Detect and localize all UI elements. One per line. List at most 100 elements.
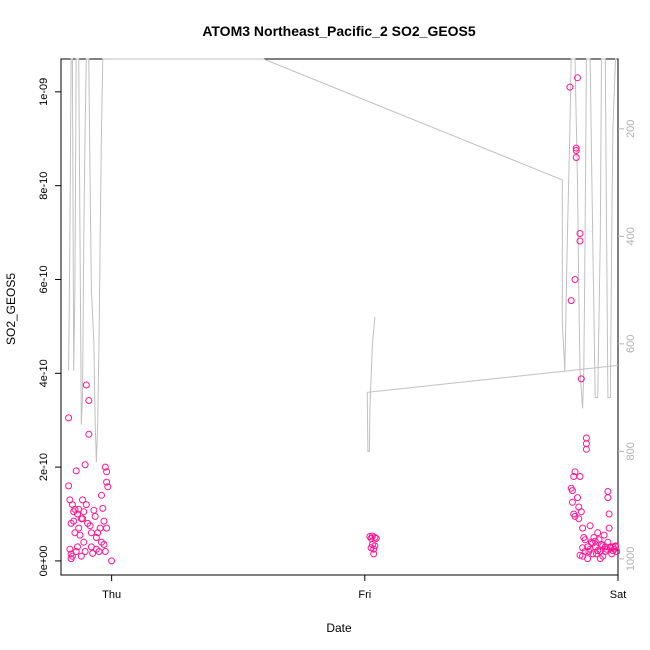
- y-tick-label: 6e-10: [38, 265, 50, 293]
- data-point: [591, 537, 599, 545]
- data-point: [103, 524, 111, 532]
- data-point: [72, 467, 80, 475]
- data-point: [371, 542, 379, 550]
- data-point: [80, 538, 88, 546]
- data-point: [604, 538, 612, 546]
- data-point: [366, 533, 374, 540]
- y-axis-label: SO2_GEOS5: [4, 273, 18, 345]
- data-point: [586, 522, 594, 530]
- data-point: [66, 545, 74, 553]
- data-point: [567, 297, 575, 305]
- pressure-line: [68, 58, 107, 463]
- data-point: [108, 557, 116, 565]
- data-point: [584, 555, 592, 563]
- pressure-line-layer: [68, 58, 619, 463]
- data-point: [612, 542, 619, 550]
- data-point: [90, 506, 98, 514]
- data-point: [604, 488, 612, 495]
- x-tick-label: Sat: [610, 589, 627, 601]
- y2-tick-label: 1000: [625, 547, 637, 571]
- chart-title: ATOM3 Northeast_Pacific_2 SO2_GEOS5: [202, 23, 476, 39]
- data-point: [582, 434, 590, 442]
- data-point: [574, 74, 581, 82]
- data-point: [82, 501, 90, 509]
- data-point: [98, 491, 105, 499]
- data-point: [594, 547, 602, 555]
- data-point: [572, 147, 580, 154]
- data-point: [605, 510, 613, 518]
- data-point: [579, 544, 587, 552]
- data-point: [576, 473, 584, 480]
- data-point: [599, 542, 607, 550]
- data-point: [586, 545, 594, 553]
- y-axis-left: 0e+00 2e-10 4e-10 6e-10 8e-10 1e-09: [38, 78, 61, 576]
- data-point: [89, 549, 97, 557]
- data-point: [76, 531, 84, 539]
- data-point: [575, 503, 583, 511]
- data-point: [596, 555, 604, 563]
- y2-tick-label: 400: [625, 227, 637, 245]
- data-point: [99, 504, 107, 512]
- data-point: [371, 534, 379, 541]
- data-point: [577, 375, 585, 383]
- y-axis-right: 200 400 600 800 1000: [618, 120, 637, 571]
- pressure-line: [366, 316, 376, 452]
- x-tick-label: Fri: [358, 589, 371, 601]
- data-point: [605, 524, 613, 532]
- data-point: [79, 515, 86, 523]
- data-point: [367, 544, 375, 552]
- data-point: [85, 397, 93, 404]
- data-point: [77, 552, 85, 560]
- data-point: [81, 461, 89, 469]
- data-point: [604, 494, 612, 502]
- data-point: [372, 534, 380, 542]
- data-point: [101, 548, 109, 555]
- pressure-line: [106, 58, 617, 409]
- data-point: [568, 487, 576, 495]
- data-point: [571, 276, 579, 283]
- data-point: [581, 536, 589, 544]
- data-point: [85, 430, 93, 438]
- data-point: [574, 494, 581, 502]
- x-axis-label: Date: [326, 621, 352, 635]
- data-point: [104, 483, 112, 491]
- data-point: [566, 83, 574, 91]
- y-tick-label: 1e-09: [38, 78, 50, 106]
- data-point: [593, 550, 600, 558]
- data-point: [96, 524, 104, 532]
- data-point: [568, 498, 576, 506]
- y-tick-label: 2e-10: [38, 453, 50, 481]
- data-point: [65, 414, 73, 422]
- data-point: [74, 543, 81, 551]
- pressure-line: [366, 364, 619, 398]
- data-point: [67, 555, 75, 563]
- plot-area-frame: [60, 58, 619, 576]
- data-point: [571, 468, 579, 476]
- data-point: [579, 524, 587, 532]
- data-point: [81, 548, 89, 555]
- data-point: [71, 505, 79, 513]
- data-point: [600, 531, 608, 539]
- data-point: [576, 230, 584, 237]
- data-points-layer: [65, 74, 621, 565]
- data-point: [65, 482, 73, 490]
- data-point: [70, 517, 78, 525]
- data-point: [87, 529, 95, 537]
- y-tick-label: 4e-10: [38, 359, 50, 387]
- data-point: [101, 463, 109, 471]
- data-point: [103, 478, 111, 486]
- y2-tick-label: 200: [625, 120, 637, 138]
- data-point: [100, 541, 108, 548]
- data-point: [575, 515, 583, 523]
- data-point: [572, 144, 580, 152]
- data-point: [571, 512, 579, 520]
- x-tick-label: Thu: [102, 589, 121, 601]
- data-point: [576, 237, 584, 245]
- data-point: [82, 381, 90, 389]
- data-point: [80, 508, 88, 516]
- data-point: [582, 445, 590, 453]
- data-point: [598, 541, 605, 548]
- data-point: [601, 548, 609, 555]
- y-tick-label: 0e+00: [38, 545, 50, 576]
